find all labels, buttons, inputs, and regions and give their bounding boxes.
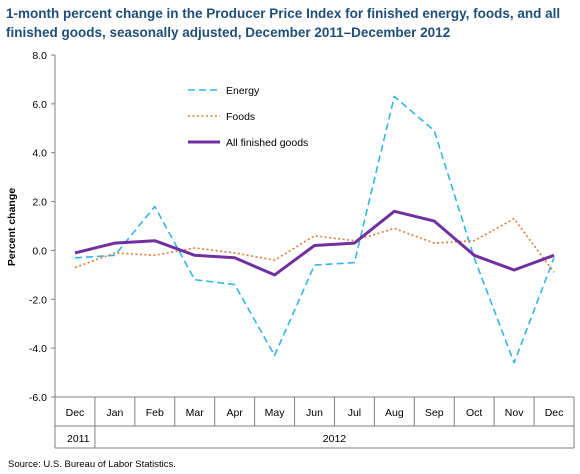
y-tick-label: 6.0 — [32, 99, 47, 111]
y-tick-label: 4.0 — [32, 148, 47, 160]
year-label: 2012 — [323, 433, 347, 445]
chart-title: 1-month percent change in the Producer P… — [6, 6, 561, 40]
x-tick-label: Dec — [66, 407, 85, 419]
x-tick-label: Jul — [348, 407, 361, 419]
series-line-all-finished-goods — [74, 209, 555, 277]
x-tick-label: Dec — [545, 407, 564, 419]
x-tick-label: Jan — [106, 407, 123, 419]
y-axis-label: Percent change — [6, 188, 18, 266]
y-tick-label: -6.0 — [29, 392, 47, 404]
x-tick-label: Aug — [385, 407, 404, 419]
x-tick-label: May — [265, 407, 286, 419]
year-label: 2011 — [67, 433, 90, 445]
y-tick-label: -2.0 — [29, 294, 47, 306]
x-tick-label: Apr — [226, 407, 243, 419]
x-tick-label: Feb — [146, 407, 164, 419]
source-note: Source: U.S. Bureau of Labor Statistics. — [8, 459, 176, 470]
y-tick-label: 2.0 — [32, 197, 47, 209]
series-line-foods — [74, 217, 555, 273]
x-tick-label: Sep — [425, 407, 444, 419]
series-line-energy — [74, 95, 555, 364]
y-tick-label: -4.0 — [29, 343, 47, 355]
x-tick-label: Nov — [505, 407, 524, 419]
legend-label: Foods — [226, 111, 255, 123]
x-tick-label: Jun — [306, 407, 323, 419]
legend-label: All finished goods — [226, 137, 308, 149]
y-tick-label: 0.0 — [32, 245, 47, 257]
legend-label: Energy — [226, 85, 260, 97]
x-tick-label: Mar — [186, 407, 205, 419]
y-tick-label: 8.0 — [32, 50, 47, 62]
x-tick-label: Oct — [466, 407, 482, 419]
